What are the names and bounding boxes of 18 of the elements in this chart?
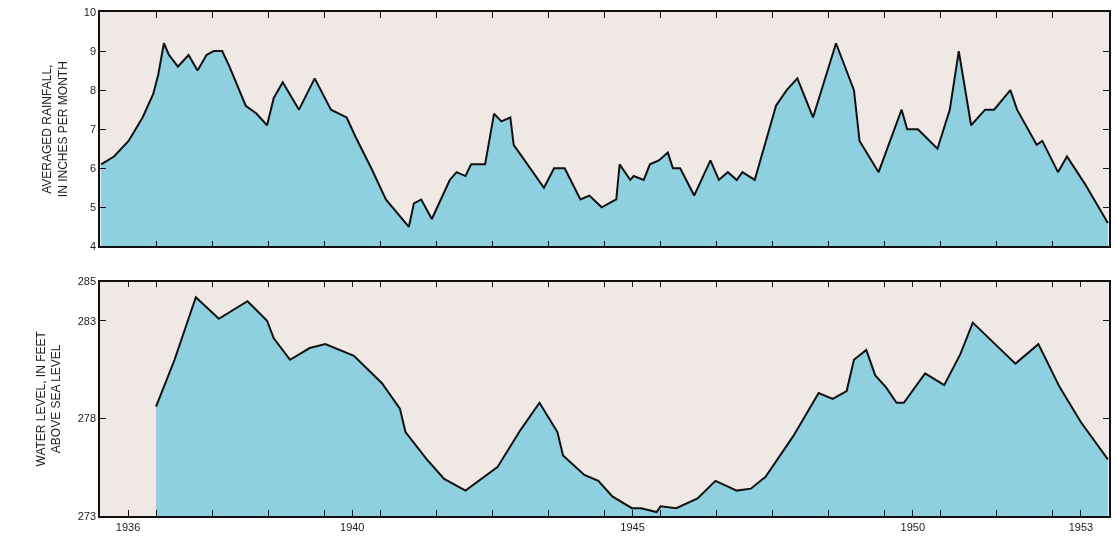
y-tick-label: 7 [89, 123, 97, 136]
y-tick-label: 9 [89, 44, 97, 57]
x-tick-label: 1945 [620, 520, 645, 533]
y-tick-label: 285 [77, 275, 97, 288]
x-tick-label: 1940 [340, 520, 365, 533]
y-tick-label: 6 [89, 162, 97, 175]
x-tick-label: 1936 [115, 520, 141, 533]
y-tick-label: 10 [83, 5, 97, 18]
y-tick-label: 4 [89, 240, 97, 253]
y-tick-label: 273 [77, 509, 97, 522]
y-tick-label: 5 [89, 201, 97, 214]
y-tick-label: 278 [77, 412, 97, 425]
y-tick-label: 8 [89, 83, 97, 96]
y-axis-title: AVERAGED RAINFALL, IN INCHES PER MONTH [40, 61, 70, 198]
x-tick-label: 1950 [900, 520, 926, 533]
y-axis-title: WATER LEVEL, IN FEET ABOVE SEA LEVEL [33, 330, 64, 467]
x-tick-label: 1953 [1068, 520, 1094, 533]
y-tick-label: 283 [77, 314, 97, 327]
